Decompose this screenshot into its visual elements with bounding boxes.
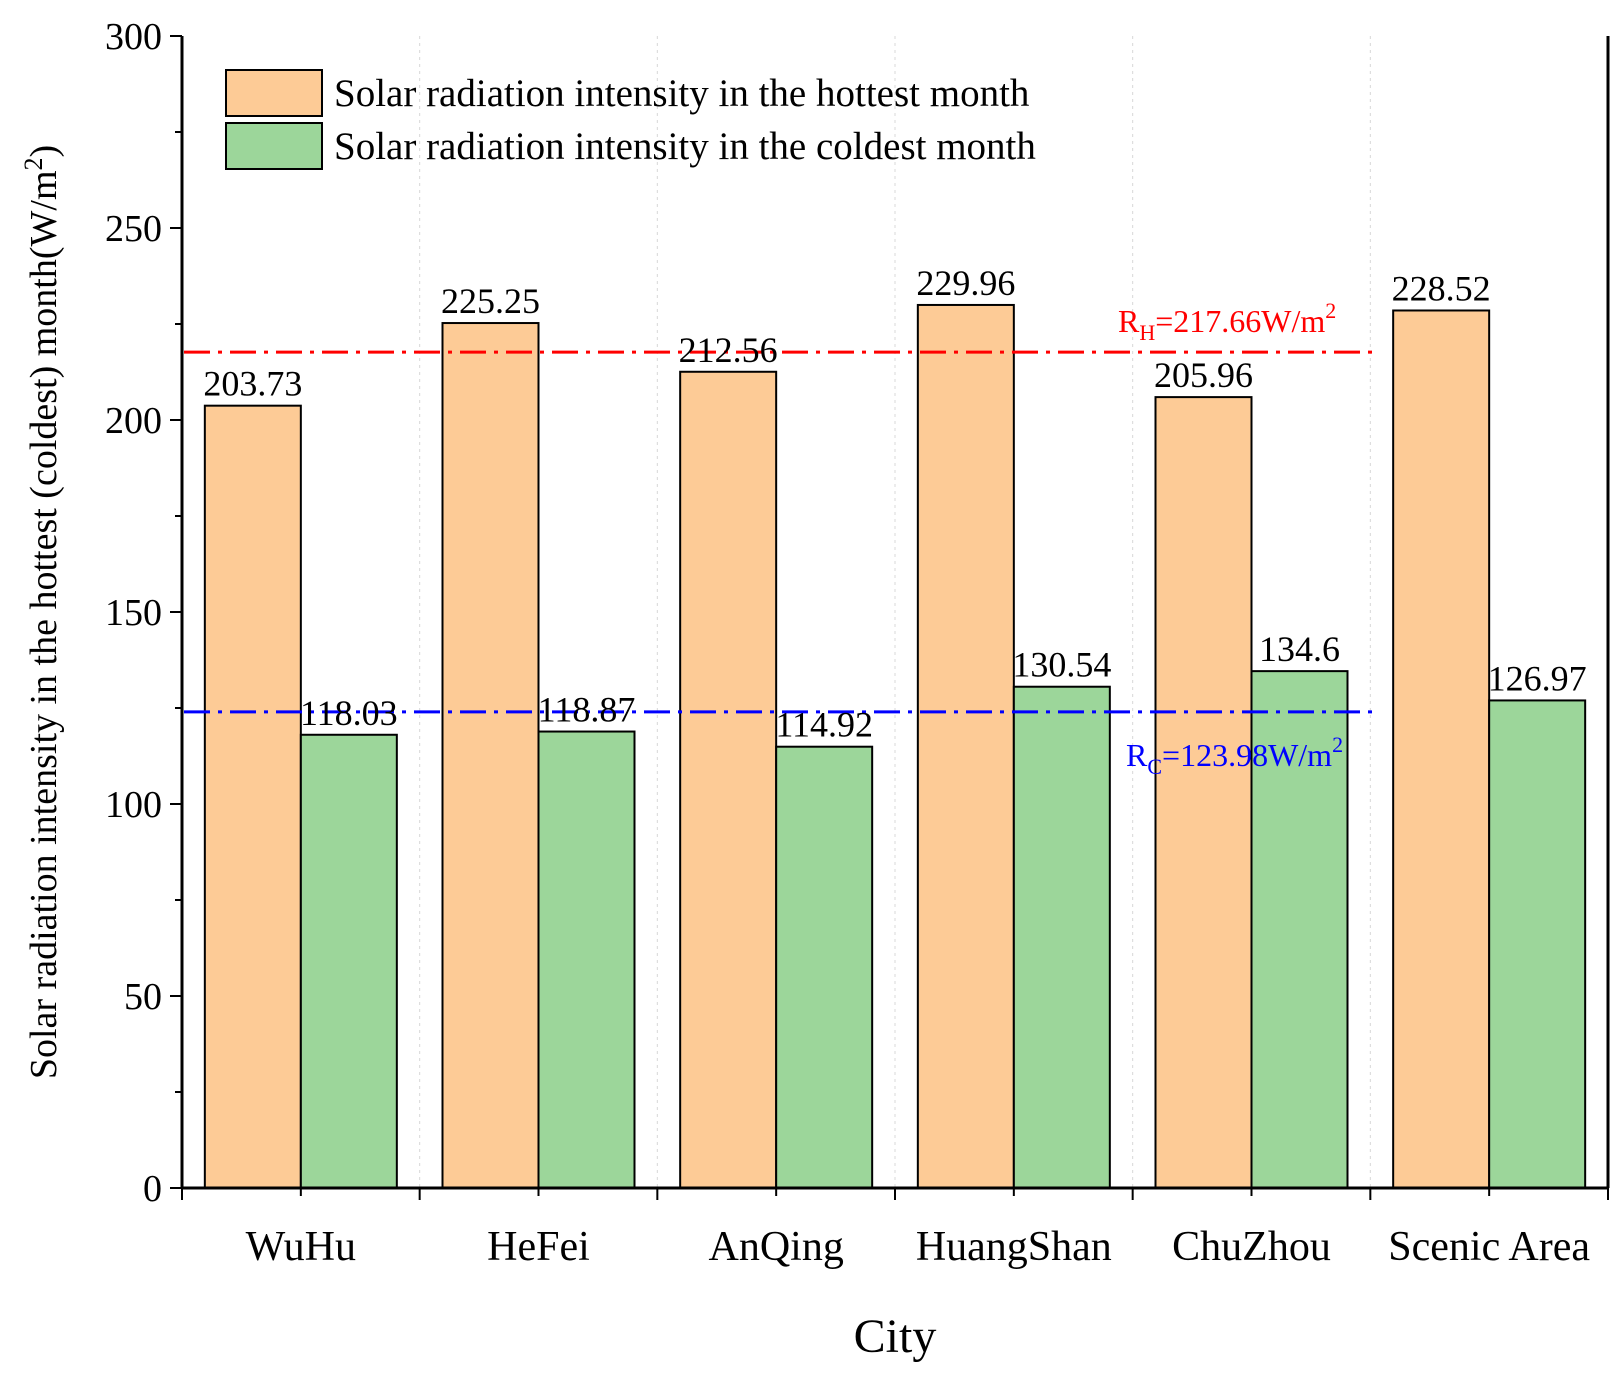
data-label: 118.87 — [538, 690, 636, 730]
x-tick-label: AnQing — [708, 1224, 843, 1270]
x-tick-label: HeFei — [487, 1224, 590, 1270]
data-label: 229.96 — [916, 263, 1015, 303]
y-tick-label: 150 — [105, 592, 162, 634]
data-label: 225.25 — [441, 281, 540, 321]
coldest-bar-scenic-area — [1488, 699, 1587, 1189]
hottest-bar-huangshan — [916, 303, 1015, 1189]
axes: 0 50 100 150 200 250 300 WuHu HeFei AnQing HuangSh… — [105, 16, 1610, 1270]
y-tick-label: 100 — [105, 784, 162, 826]
y-axis-title: Solar radiation intensity in the hottest… — [19, 145, 65, 1079]
legend-swatch-coldest — [225, 122, 323, 170]
legend: Solar radiation intensity in the hottest… — [225, 69, 1036, 170]
data-label: 205.96 — [1154, 355, 1253, 395]
hottest-bar-hefei — [441, 322, 540, 1190]
x-tick-label: WuHu — [246, 1224, 356, 1270]
coldest-bar-huangshan — [1012, 685, 1111, 1189]
reference-label-hot: RH=217.66W/m2 — [1118, 298, 1336, 345]
hottest-bar-chuzhou — [1154, 396, 1253, 1189]
x-tick-label: ChuZhou — [1172, 1224, 1331, 1270]
y-tick-label: 200 — [105, 400, 162, 442]
hottest-bar-wuhu — [203, 404, 302, 1189]
coldest-bar-hefei — [537, 730, 636, 1189]
data-label: 118.03 — [300, 693, 398, 733]
y-tick-label: 250 — [105, 208, 162, 250]
bars — [203, 303, 1587, 1190]
legend-label-hottest: Solar radiation intensity in the hottest… — [334, 72, 1029, 115]
x-tick-label: Scenic Area — [1388, 1224, 1590, 1270]
y-tick-label: 0 — [143, 1168, 162, 1210]
y-tick-label: 50 — [124, 976, 162, 1018]
vertical-grid-lines — [419, 36, 1371, 1188]
axis-titles: City Solar radiation intensity in the hot… — [19, 145, 936, 1363]
x-tick-label: HuangShan — [916, 1224, 1112, 1270]
reference-label-cold: RC=123.98W/m2 — [1126, 732, 1343, 779]
data-label: 228.52 — [1392, 268, 1491, 308]
data-labels: 203.73 225.25 212.56 229.96 205.96 228.52 118.… — [203, 263, 1586, 745]
legend-label-coldest: Solar radiation intensity in the coldest… — [334, 125, 1036, 168]
y-tick-label: 300 — [105, 16, 162, 58]
data-label: 212.56 — [679, 330, 778, 370]
coldest-bar-wuhu — [299, 733, 398, 1189]
reference-lines: RH=217.66W/m2 RC=123.98W/m2 — [184, 298, 1372, 779]
hottest-bar-anqing — [679, 370, 778, 1189]
data-label: 126.97 — [1488, 658, 1587, 698]
coldest-bar-chuzhou — [1250, 670, 1349, 1189]
data-label: 134.6 — [1259, 629, 1340, 669]
data-label: 130.54 — [1012, 645, 1111, 685]
legend-swatch-hottest — [225, 69, 323, 117]
hottest-bar-scenic-area — [1392, 309, 1491, 1189]
x-axis-title: City — [854, 1310, 937, 1363]
data-label: 203.73 — [203, 364, 302, 404]
data-label: 114.92 — [775, 705, 873, 745]
coldest-bar-anqing — [775, 745, 874, 1189]
